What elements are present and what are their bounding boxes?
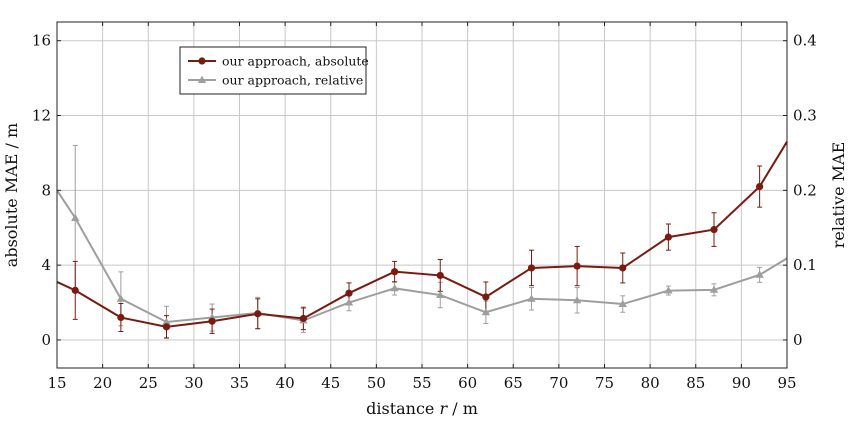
point-relative (755, 270, 764, 278)
x-tick-label: 35 (230, 374, 249, 392)
x-tick-label: 75 (595, 374, 614, 392)
y-right-tick-label: 0.2 (793, 181, 817, 199)
y-left-tick-label: 8 (41, 181, 51, 199)
point-absolute (664, 233, 672, 241)
x-tick-label: 90 (732, 374, 751, 392)
legend-entries: our approach, absolute our approach, rela… (188, 54, 369, 88)
point-absolute (254, 310, 262, 318)
legend-box (179, 46, 367, 95)
point-absolute (619, 264, 627, 272)
point-absolute (527, 264, 536, 272)
x-axis-label: distance r / m (366, 399, 478, 418)
x-tick-label: 30 (184, 374, 203, 392)
point-absolute (482, 293, 490, 301)
y-axis-label-right: relative MAE (829, 142, 848, 249)
point-absolute (345, 289, 353, 297)
series-line-absolute (56, 141, 788, 328)
x-tick-label: 20 (93, 374, 112, 392)
point-absolute (756, 182, 764, 191)
point-absolute (162, 323, 171, 331)
y-left-tick-labels: 0 4 8 12 16 (32, 32, 51, 349)
y-right-tick-labels: 0 0.1 0.2 0.3 0.4 (793, 32, 817, 349)
legend-marker-relative (197, 75, 207, 83)
point-absolute (117, 313, 125, 322)
x-tick-label: 25 (139, 374, 158, 392)
series-markers (71, 182, 764, 331)
legend-label-absolute: our approach, absolute (222, 54, 369, 69)
point-absolute (208, 317, 216, 325)
y-right-tick-label: 0.3 (793, 107, 817, 125)
y-left-tick-label: 12 (32, 107, 51, 125)
legend: our approach, absolute our approach, rela… (179, 46, 369, 95)
point-relative (481, 308, 491, 316)
legend-label-relative: our approach, relative (222, 73, 363, 88)
error-bars (72, 144, 763, 339)
point-relative (664, 286, 673, 294)
axis-ticks (56, 22, 788, 368)
point-absolute (573, 262, 581, 270)
x-tick-label: 45 (321, 374, 340, 392)
point-absolute (436, 271, 444, 280)
x-tick-label: 15 (47, 374, 66, 392)
x-tick-label: 85 (686, 374, 705, 392)
y-left-tick-label: 16 (32, 32, 51, 50)
y-right-tick-label: 0.4 (793, 32, 817, 50)
point-relative (116, 294, 126, 302)
point-relative (344, 298, 354, 306)
y-left-tick-label: 4 (41, 256, 51, 274)
x-tick-label: 40 (276, 374, 295, 392)
legend-marker-absolute (198, 57, 206, 65)
y-left-tick-label: 0 (41, 331, 51, 349)
y-right-tick-label: 0 (793, 331, 803, 349)
point-relative (162, 317, 171, 325)
y-axis-label-left: absolute MAE / m (2, 123, 21, 267)
point-absolute (71, 286, 79, 294)
x-tick-label: 95 (777, 374, 796, 392)
point-absolute (710, 226, 718, 234)
point-relative (436, 290, 445, 298)
point-relative (709, 285, 719, 293)
series-lines (56, 141, 788, 328)
series-line-relative (56, 189, 788, 324)
x-tick-label: 70 (549, 374, 568, 392)
point-relative (572, 296, 582, 304)
point-relative (71, 213, 80, 221)
x-tick-label: 55 (412, 374, 431, 392)
point-relative (618, 299, 627, 307)
x-tick-label: 65 (504, 374, 523, 392)
x-tick-label: 50 (367, 374, 386, 392)
point-absolute (391, 268, 399, 276)
point-absolute (299, 314, 307, 323)
point-relative (390, 284, 399, 292)
point-relative (527, 294, 536, 302)
x-tick-label: 60 (458, 374, 477, 392)
y-right-tick-label: 0.1 (793, 256, 817, 274)
x-tick-label: 80 (641, 374, 660, 392)
x-tick-labels: 15 20 25 30 35 40 45 50 55 60 65 70 75 80 85 90 95 (47, 374, 796, 392)
